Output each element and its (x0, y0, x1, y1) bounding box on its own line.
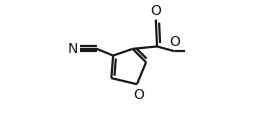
Text: O: O (150, 4, 161, 18)
Text: N: N (68, 42, 78, 56)
Text: O: O (133, 88, 144, 102)
Text: O: O (170, 35, 180, 49)
